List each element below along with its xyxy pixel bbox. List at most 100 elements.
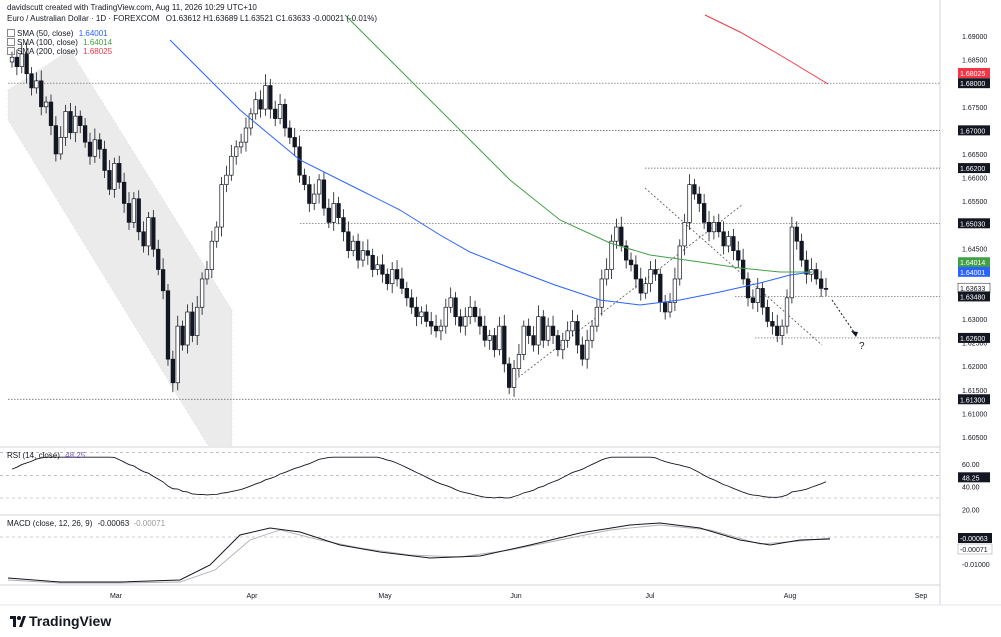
candle-body xyxy=(492,335,497,351)
sma50-legend[interactable]: SMA (50, close) 1.64001 xyxy=(7,29,108,38)
price-label-text: 1.61300 xyxy=(960,397,985,404)
time-tick-label: Jul xyxy=(646,593,655,600)
candle-body xyxy=(214,226,219,242)
candle-body xyxy=(619,226,624,247)
sma100-legend[interactable]: SMA (100, close) 1.64014 xyxy=(7,38,112,47)
rsi-value-text: 48.25 xyxy=(962,475,980,482)
candle-body xyxy=(170,358,176,384)
candle-body xyxy=(818,278,824,289)
candle-body xyxy=(126,203,132,223)
candle-body xyxy=(385,273,390,285)
candle-body xyxy=(624,245,629,261)
candle-body xyxy=(263,85,268,110)
candle-body xyxy=(433,325,439,332)
price-label-box xyxy=(958,266,990,277)
price-tick-label: 1.66500 xyxy=(962,152,987,159)
rsi-panel: 20.00 40.00 60.00 48.25 xyxy=(0,452,990,514)
candle-body xyxy=(482,325,487,341)
sma200-value: 1.68025 xyxy=(83,47,113,56)
candle-body xyxy=(160,269,166,292)
visibility-icon[interactable] xyxy=(7,38,15,46)
candle-body xyxy=(765,306,770,322)
macd-value-box xyxy=(958,533,992,543)
candle-body xyxy=(419,311,424,318)
candle-body xyxy=(633,264,639,280)
candle-body xyxy=(409,297,414,308)
candle-body xyxy=(253,99,258,115)
candle-body xyxy=(243,127,249,143)
rsi-value-box xyxy=(958,472,990,483)
candle-body xyxy=(750,297,756,303)
candle-body xyxy=(117,163,122,183)
candle-body xyxy=(814,269,819,280)
sma50-value: 1.64001 xyxy=(78,29,108,38)
chart-header: davidscutt created with TradingView.com,… xyxy=(7,3,377,23)
candle-body xyxy=(448,297,453,308)
candle-body xyxy=(341,217,346,233)
time-axis: Mar Apr May Jun Jul Aug Sep xyxy=(110,593,927,600)
credit-text: davidscutt created with TradingView.com,… xyxy=(7,3,257,12)
candle-body xyxy=(736,250,741,261)
candle-body xyxy=(63,111,68,138)
candle-body xyxy=(453,297,458,318)
candle-body xyxy=(238,141,244,148)
price-label-box xyxy=(958,218,990,229)
candle-body xyxy=(711,221,717,233)
candle-body xyxy=(248,113,253,129)
candle-body xyxy=(521,325,526,355)
candle-body xyxy=(701,203,707,223)
visibility-icon[interactable] xyxy=(7,47,15,55)
price-label-text: 1.64014 xyxy=(960,260,985,267)
visibility-icon[interactable] xyxy=(7,29,15,37)
candle-body xyxy=(370,255,375,270)
sma100-label: SMA (100, close) xyxy=(17,38,78,47)
candle-body xyxy=(823,288,829,290)
candle-body xyxy=(599,278,604,308)
candle-body xyxy=(326,207,331,223)
candle-body xyxy=(677,245,682,280)
macd-value-text: -0.00063 xyxy=(960,536,988,543)
ohlc-values: O1.63612 H1.63689 L1.63521 C1.63633 -0.0… xyxy=(165,14,377,23)
candle-body xyxy=(414,306,419,318)
macd-label: MACD (close, 12, 26, 9) xyxy=(7,519,93,528)
sma200-label: SMA (200, close) xyxy=(17,47,78,56)
candle-body xyxy=(141,231,146,247)
price-label-text: 1.62600 xyxy=(960,336,985,343)
candle-body xyxy=(277,104,283,119)
tradingview-logo-icon xyxy=(10,614,26,627)
candle-body xyxy=(672,278,678,303)
candle-body xyxy=(443,306,448,327)
price-label-box xyxy=(958,67,990,78)
projection-arrow xyxy=(831,299,857,336)
price-tick-label: 1.63000 xyxy=(962,317,987,324)
candle-body xyxy=(19,53,24,68)
candle-body xyxy=(53,125,59,155)
candle-body xyxy=(687,184,692,223)
symbol-line: Euro / Australian Dollar · 1D · FOREXCOM… xyxy=(7,14,377,23)
candle-body xyxy=(570,321,575,332)
candle-body xyxy=(9,56,15,63)
sma200-legend[interactable]: SMA (200, close) 1.68025 xyxy=(7,47,112,56)
candle-body xyxy=(131,198,137,223)
candle-body xyxy=(468,306,473,318)
macd-legend[interactable]: MACD (close, 12, 26, 9) -0.00063 -0.0007… xyxy=(7,519,165,528)
price-label-text: 1.64001 xyxy=(960,270,985,277)
candle-body xyxy=(550,325,556,336)
candle-body xyxy=(653,269,658,275)
candle-body xyxy=(692,184,697,195)
price-tick-label: 1.69000 xyxy=(962,34,987,41)
rsi-legend[interactable]: RSI (14, close) 48.25 xyxy=(7,451,85,460)
sma50-line xyxy=(169,39,813,306)
macd-value: -0.00063 xyxy=(97,519,130,528)
candle-body xyxy=(716,221,721,233)
candle-body xyxy=(48,101,54,126)
trendline-down xyxy=(644,187,823,346)
tradingview-logo[interactable]: TradingView xyxy=(10,613,111,629)
symbol-title: Euro / Australian Dollar · 1D · FOREXCOM xyxy=(7,14,160,23)
candle-body xyxy=(39,80,44,108)
price-label-box xyxy=(958,125,990,136)
price-tick-label: 1.67500 xyxy=(962,105,987,112)
candle-body xyxy=(268,85,273,110)
candle-body xyxy=(204,269,210,280)
